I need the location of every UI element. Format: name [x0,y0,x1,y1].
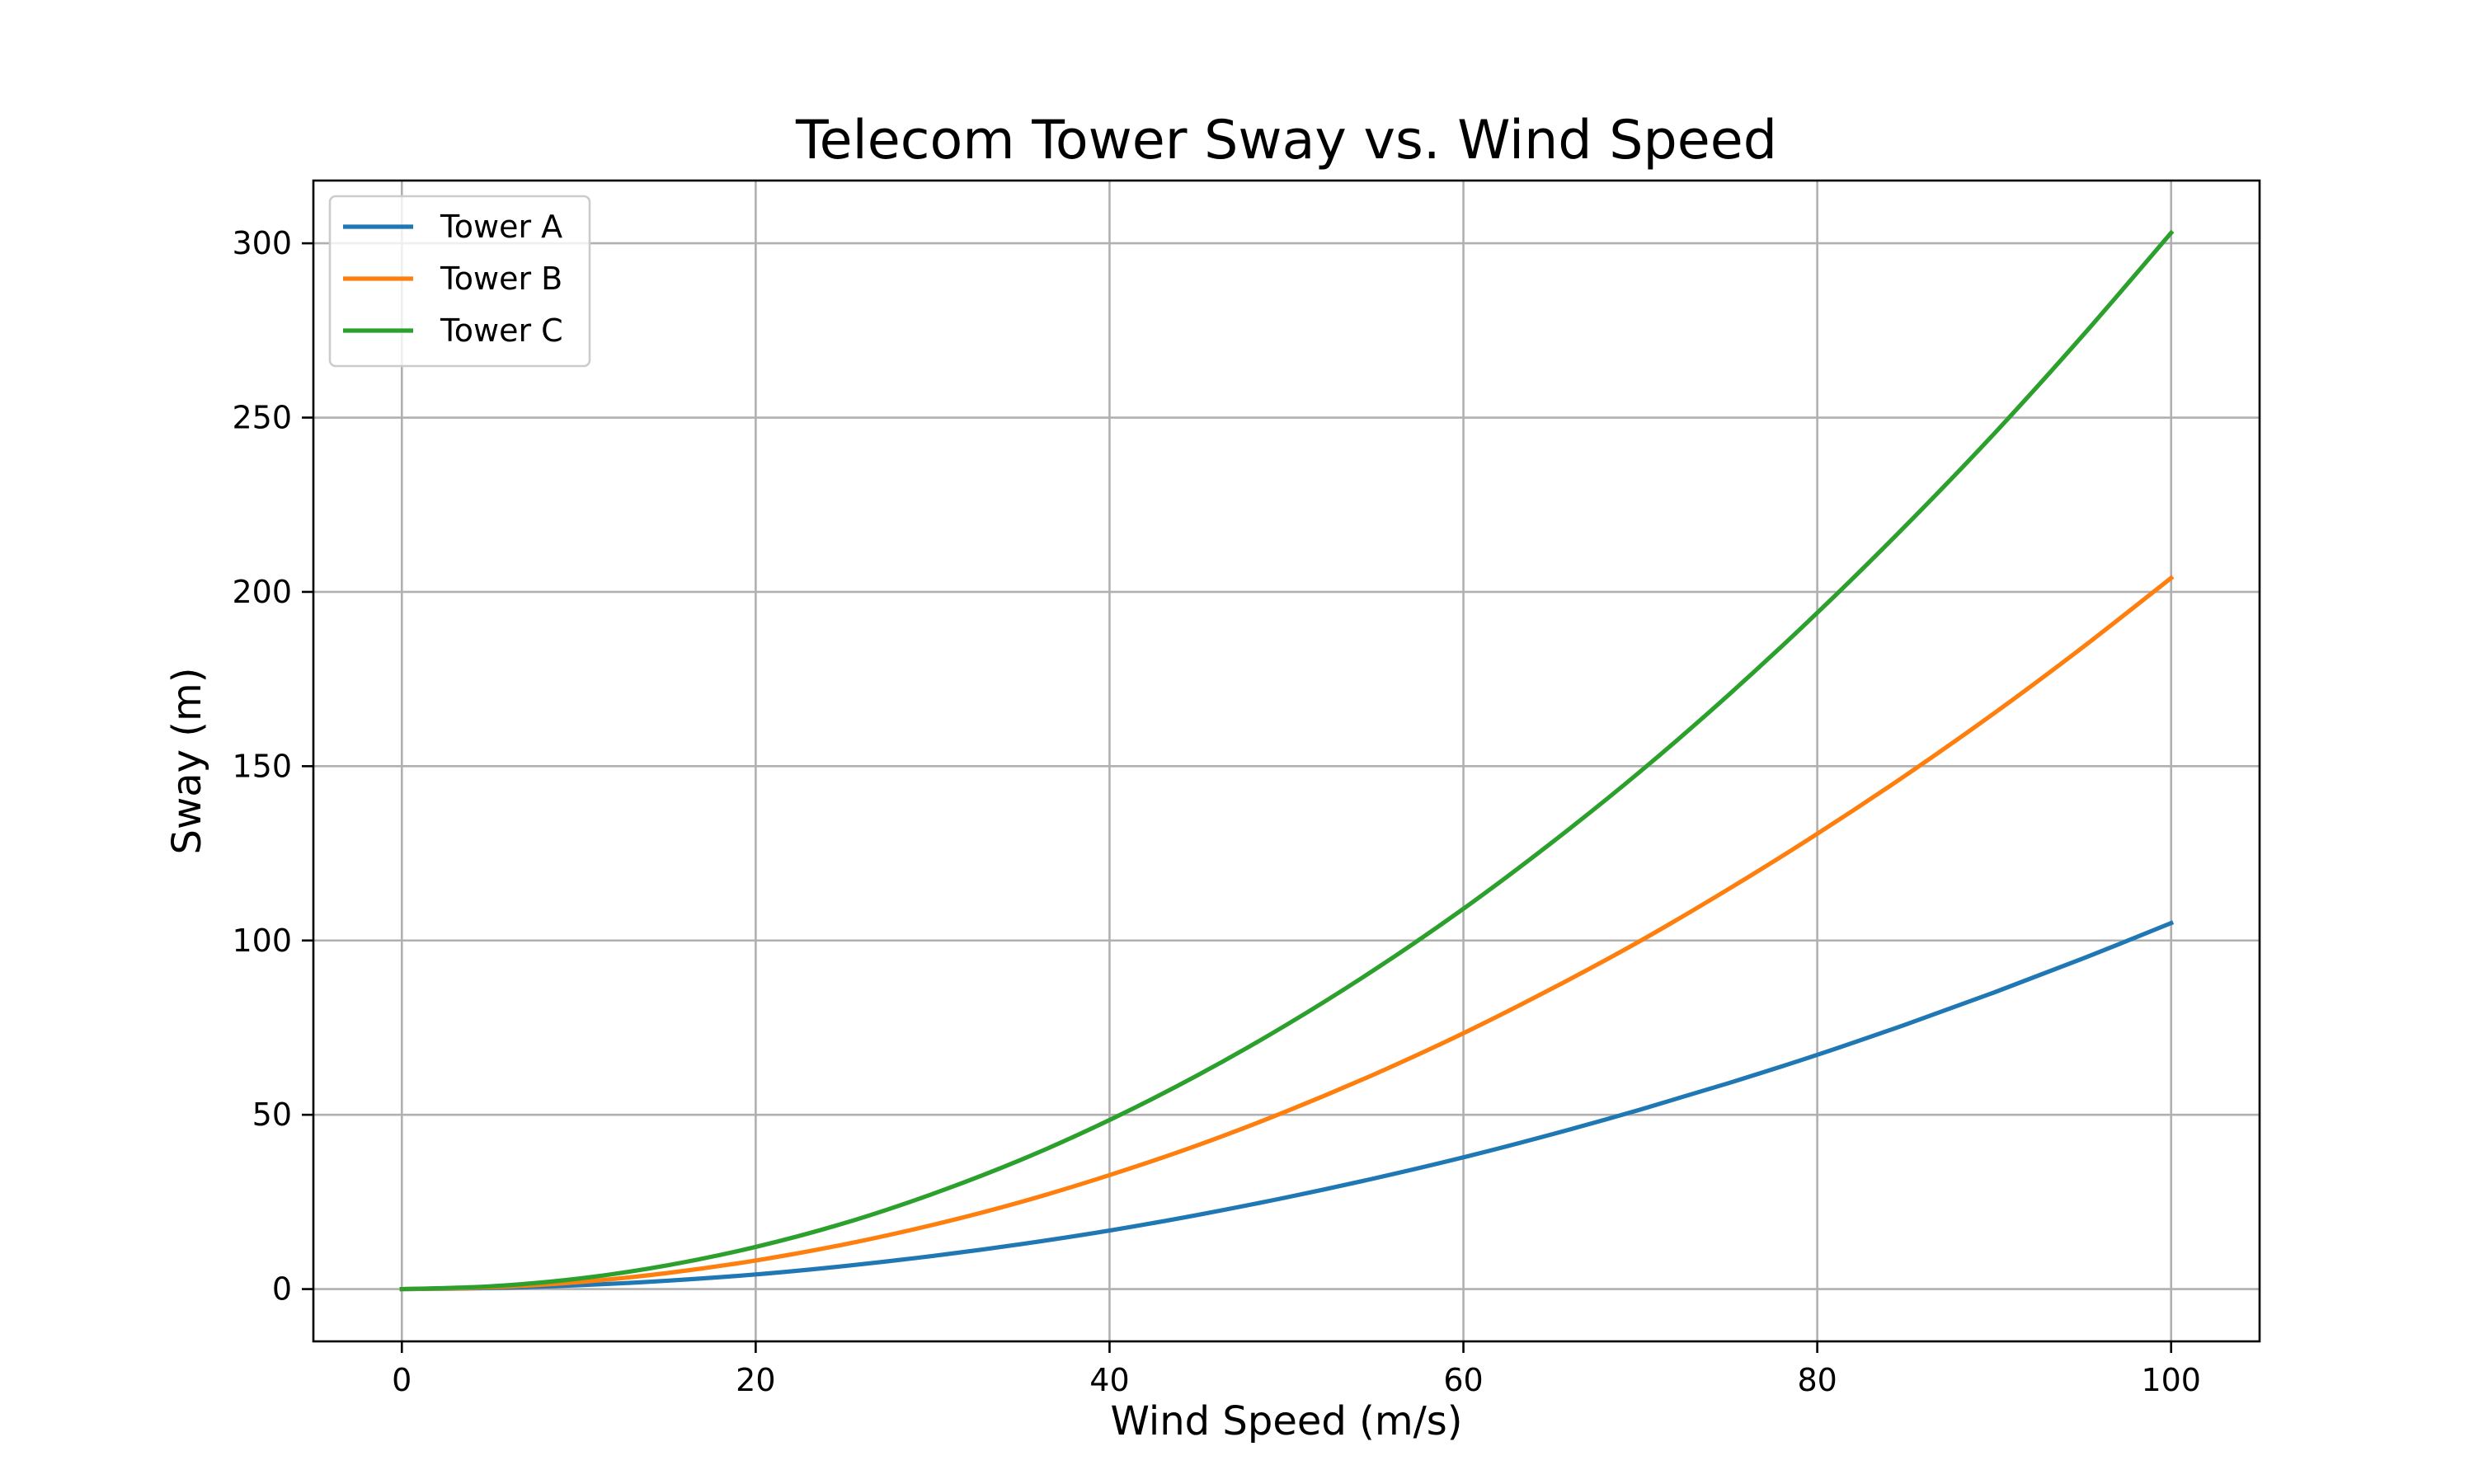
plot-area-frame [312,179,2261,1343]
y-tick-label: 150 [232,748,292,784]
series-line-1 [399,920,2175,1292]
x-tick-label: 60 [1443,1362,1483,1398]
series-line-3 [399,229,2175,1292]
chart-title: Telecom Tower Sway vs. Wind Speed [795,110,1777,171]
x-tick-label: 80 [1797,1362,1837,1398]
legend-label: Tower B [440,261,562,297]
x-axis-label: Wind Speed (m/s) [1110,1398,1462,1444]
legend-label: Tower C [440,312,563,349]
y-tick-label: 200 [232,574,292,610]
series-lines [399,229,2175,1292]
y-tick-label: 100 [232,923,292,959]
y-tick-label: 50 [252,1097,292,1133]
legend: Tower A Tower B Tower C [328,195,591,368]
y-tick-label: 0 [272,1271,292,1308]
axis-ticks: 0 20 40 60 80 100 0 50 100 150 200 250 300 [232,225,2201,1398]
x-tick-label: 40 [1089,1362,1129,1398]
x-tick-label: 0 [392,1362,412,1398]
y-axis-label: Sway (m) [164,667,210,854]
grid-lines [313,181,2260,1341]
x-tick-label: 20 [736,1362,775,1398]
x-tick-label: 100 [2141,1362,2201,1398]
legend-label: Tower A [440,209,562,245]
series-line-2 [399,575,2175,1292]
y-tick-label: 250 [232,400,292,436]
legend-box [328,195,591,368]
y-tick-label: 300 [232,225,292,261]
